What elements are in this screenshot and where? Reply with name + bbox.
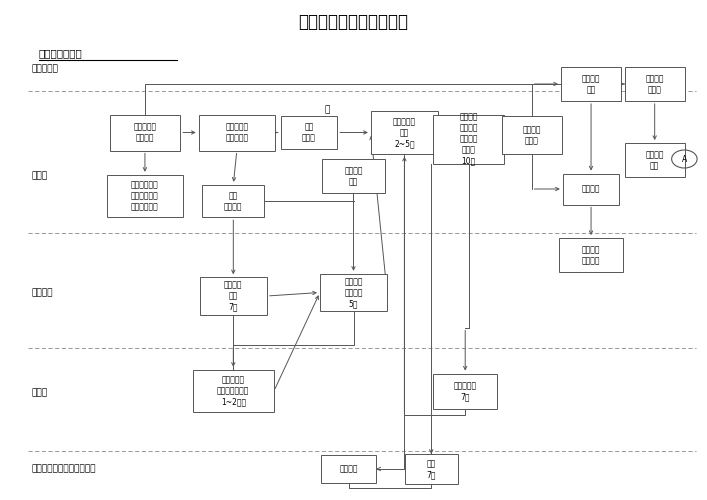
Text: 利用外资贷款
三年滚动计划
（外资中心）: 利用外资贷款 三年滚动计划 （外资中心） xyxy=(131,180,159,212)
FancyBboxPatch shape xyxy=(200,277,267,315)
Text: 会签
7天: 会签 7天 xyxy=(426,459,436,479)
Text: 项目建议书阶段: 项目建议书阶段 xyxy=(39,48,83,58)
Text: 确定中选
单位: 确定中选 单位 xyxy=(344,166,363,186)
FancyBboxPatch shape xyxy=(370,112,438,154)
FancyBboxPatch shape xyxy=(321,455,376,483)
FancyBboxPatch shape xyxy=(193,370,274,412)
Text: 委托
方案竞选: 委托 方案竞选 xyxy=(224,191,243,211)
Text: A: A xyxy=(682,154,687,164)
FancyBboxPatch shape xyxy=(561,67,621,101)
FancyBboxPatch shape xyxy=(199,114,275,150)
Text: 上报项目
建议书: 上报项目 建议书 xyxy=(522,125,541,145)
FancyBboxPatch shape xyxy=(625,143,684,177)
Text: 组织方案
竞选评审
5天: 组织方案 竞选评审 5天 xyxy=(344,277,363,308)
FancyBboxPatch shape xyxy=(563,174,619,204)
FancyBboxPatch shape xyxy=(322,159,385,193)
Text: 提交咨询
评估报告: 提交咨询 评估报告 xyxy=(582,245,600,265)
FancyBboxPatch shape xyxy=(110,114,180,150)
Text: 编制预可研
或方案竞选文件
1~2个月: 编制预可研 或方案竞选文件 1~2个月 xyxy=(217,376,250,406)
Text: 转发批复
意见: 转发批复 意见 xyxy=(645,150,664,170)
Text: 建设司、运输局、鉴定中心: 建设司、运输局、鉴定中心 xyxy=(32,464,96,473)
Text: 修改预可研
7天: 修改预可研 7天 xyxy=(454,381,477,401)
Text: 编制项目
建议书或
预可研审
查意见
10天: 编制项目 建议书或 预可研审 查意见 10天 xyxy=(460,112,478,166)
Text: 咨询评估: 咨询评估 xyxy=(582,184,600,194)
Text: 发展改革委: 发展改革委 xyxy=(32,64,59,74)
Text: 或: 或 xyxy=(325,106,330,114)
Text: 铁路基本建设项目流程图: 铁路基本建设项目流程图 xyxy=(298,14,409,32)
Text: 铁路中长期
规划编制: 铁路中长期 规划编制 xyxy=(134,122,156,142)
Text: 中介机构: 中介机构 xyxy=(32,288,53,297)
FancyBboxPatch shape xyxy=(559,238,623,272)
FancyBboxPatch shape xyxy=(107,175,183,217)
FancyBboxPatch shape xyxy=(404,454,458,484)
FancyBboxPatch shape xyxy=(433,374,497,408)
FancyBboxPatch shape xyxy=(281,116,337,149)
Text: 设计院: 设计院 xyxy=(32,388,48,397)
Text: 组织预可研
评审
2~5天: 组织预可研 评审 2~5天 xyxy=(393,117,416,148)
Text: 组织方案
招标
7天: 组织方案 招标 7天 xyxy=(224,280,243,312)
FancyBboxPatch shape xyxy=(433,114,504,164)
Text: 参加评审: 参加评审 xyxy=(339,464,358,473)
FancyBboxPatch shape xyxy=(202,184,264,217)
Text: 年度勘察设
计计划编制: 年度勘察设 计计划编制 xyxy=(226,122,248,142)
FancyBboxPatch shape xyxy=(625,67,684,101)
FancyBboxPatch shape xyxy=(320,274,387,311)
Text: 批复项目
建议书: 批复项目 建议书 xyxy=(645,74,664,94)
FancyBboxPatch shape xyxy=(502,116,561,154)
Text: 委托
预可研: 委托 预可研 xyxy=(302,122,316,142)
Text: 计划司: 计划司 xyxy=(32,172,48,180)
Text: 委托咨询
评估: 委托咨询 评估 xyxy=(582,74,600,94)
